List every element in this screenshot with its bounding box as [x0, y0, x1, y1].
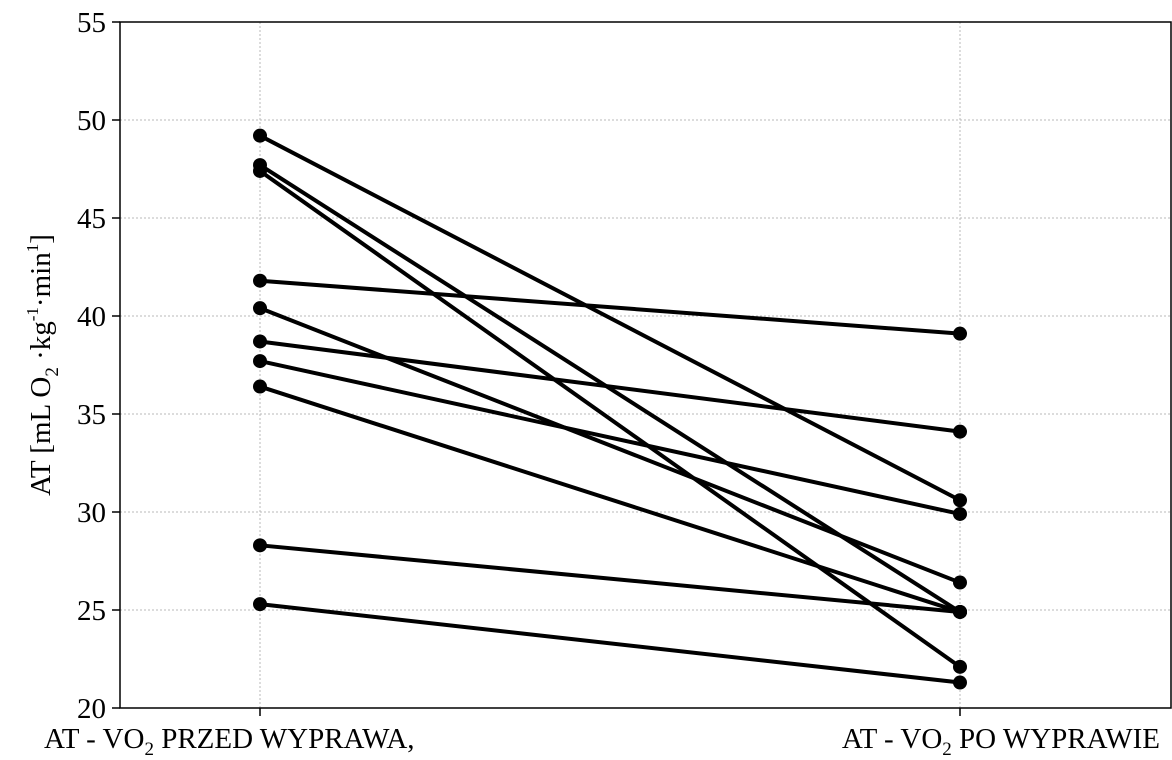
x-axis-labels: AT - VO2 PRZED WYPRAWA, AT - VO2 PO WYPRA… [44, 723, 1160, 760]
data-point [953, 575, 967, 590]
data-point [953, 604, 967, 619]
y-tick-label: 55 [77, 7, 106, 39]
data-point [953, 493, 967, 508]
data-point [953, 675, 967, 690]
series-line [259, 543, 961, 614]
data-point [953, 326, 967, 341]
y-tick-label: 30 [77, 497, 106, 529]
data-point [253, 379, 267, 394]
y-axis-ticks: 20 25 30 35 40 45 50 55 [77, 7, 961, 725]
series-line [259, 133, 961, 503]
y-tick-label: 20 [77, 693, 106, 725]
data-point [253, 273, 267, 288]
data-point [253, 597, 267, 612]
series-line [259, 339, 961, 434]
y-tick-label: 45 [77, 203, 106, 235]
x-category-label: AT - VO2 PO WYPRAWIE [842, 723, 1160, 760]
y-tick-label: 50 [77, 105, 106, 137]
data-point [953, 424, 967, 439]
series-line [259, 278, 961, 336]
data-point [953, 506, 967, 521]
series-layer [253, 128, 967, 690]
series-line [258, 169, 962, 669]
data-point [253, 128, 267, 143]
data-point [253, 354, 267, 369]
data-point [953, 659, 967, 674]
series-line [259, 384, 961, 614]
y-tick-label: 25 [77, 595, 106, 627]
series-line [259, 359, 961, 516]
data-point [253, 301, 267, 316]
x-category-label: AT - VO2 PRZED WYPRAWA, [44, 723, 415, 760]
plot-frame [119, 21, 1172, 709]
y-axis-label: AT [mL O2 ·kg-1·min1] [23, 234, 63, 496]
series-line [259, 602, 961, 685]
y-tick-label: 40 [77, 301, 106, 333]
data-point [253, 163, 267, 178]
y-tick-label: 35 [77, 399, 106, 431]
data-point [253, 538, 267, 553]
data-point [253, 334, 267, 349]
series-line [259, 306, 961, 585]
